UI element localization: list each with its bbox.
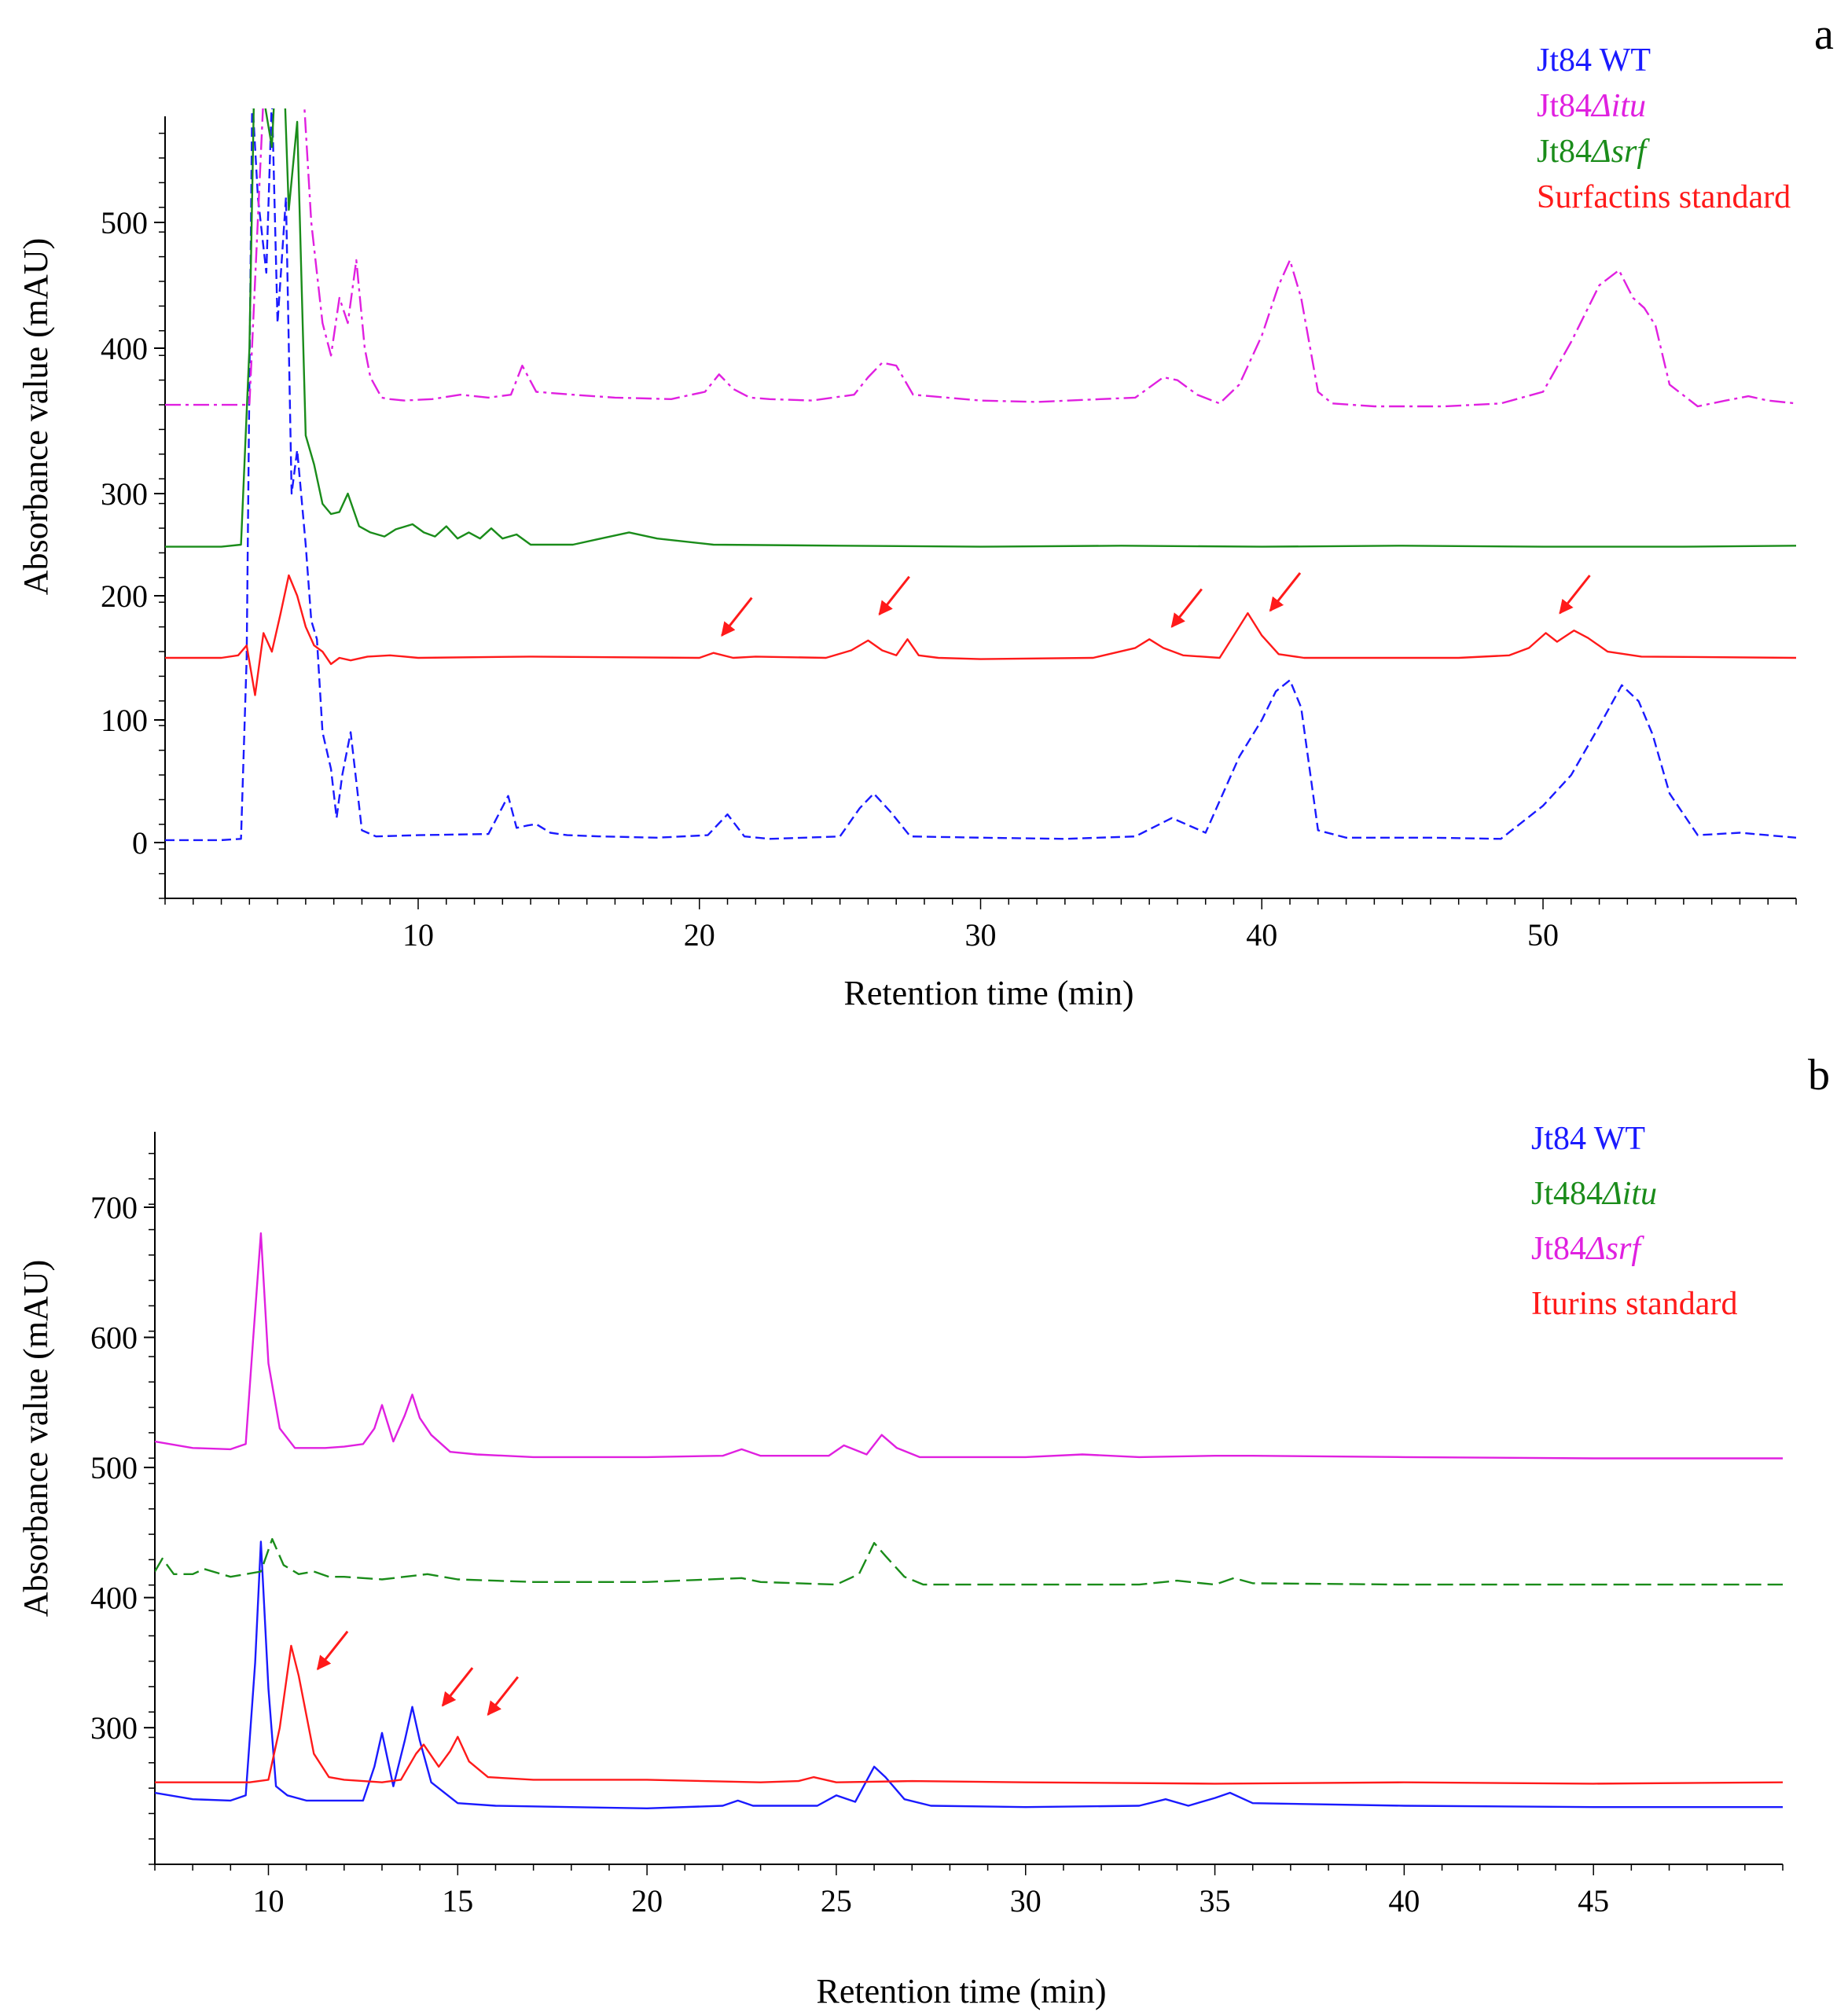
series-line-jt84-srf [165, 108, 1796, 548]
legend-entry: Jt484Δitu [1531, 1176, 1657, 1212]
legend-entry-italic: Δsrf [1590, 134, 1650, 170]
legend-entry: Iturins standard [1531, 1286, 1737, 1322]
y-tick-label: 700 [90, 1190, 138, 1225]
x-tick-label: 40 [1388, 1883, 1420, 1919]
legend-entry: Jt84Δitu [1537, 88, 1646, 124]
panel-a-annotations [721, 572, 1591, 637]
x-tick-label: 30 [1010, 1883, 1042, 1919]
panel-a-x-axis-label: Retention time (min) [843, 974, 1133, 1012]
peak-arrow [487, 1676, 520, 1717]
series-line-jt484-itu [155, 1537, 1783, 1586]
legend-entry: Jt84Δsrf [1537, 134, 1650, 170]
legend-entry-base: Jt84 WT [1537, 42, 1651, 79]
legend-entry-base: Jt84 [1537, 88, 1592, 124]
legend-entry-italic: Δitu [1590, 88, 1646, 124]
legend-entry: Surfactins standard [1537, 179, 1791, 215]
panel-a-series [165, 108, 1796, 842]
panel-b-x-axis-label: Retention time (min) [816, 1972, 1106, 2010]
legend-entry-base: Iturins standard [1531, 1286, 1737, 1322]
y-tick-label: 200 [101, 578, 148, 614]
x-tick-label: 45 [1578, 1883, 1609, 1919]
y-tick-label: 300 [90, 1710, 138, 1746]
legend-entry-base: Jt84 WT [1531, 1121, 1645, 1157]
y-tick-label: 400 [101, 331, 148, 366]
legend-entry: Jt84Δsrf [1531, 1231, 1644, 1267]
panel-b-annotations [316, 1630, 520, 1717]
x-tick-label: 10 [252, 1883, 284, 1919]
x-tick-label: 15 [442, 1883, 473, 1919]
y-tick-label: 300 [101, 476, 148, 512]
panel-b-letter: b [1808, 1051, 1830, 1100]
x-tick-label: 30 [965, 917, 997, 953]
legend-entry-base: Surfactins standard [1537, 179, 1791, 215]
legend-entry-base: Jt84 [1537, 134, 1592, 170]
panel-b-axes: 10 15 20 25 30 35 40 45 300 400 500 600 700 [90, 1132, 1784, 1919]
x-tick-label: 25 [821, 1883, 852, 1919]
panel-a-letter: a [1814, 10, 1834, 59]
peak-arrow [316, 1630, 349, 1671]
panel-b-y-axis-label: Absorbance value (mAU) [17, 1260, 55, 1618]
series-line-jt84-wt [165, 108, 1796, 842]
peak-arrow [878, 575, 910, 616]
y-tick-label: 500 [101, 205, 148, 241]
panel-a-y-axis-label: Absorbance value (mAU) [17, 238, 55, 596]
panel-b-series [155, 1232, 1783, 1809]
series-line-iturins-standard [155, 1644, 1783, 1785]
peak-arrow [441, 1667, 474, 1707]
series-line-jt84-itu [165, 108, 1796, 408]
y-tick-label: 400 [90, 1581, 138, 1616]
y-tick-label: 600 [90, 1320, 138, 1356]
legend-entry-base: Jt484 [1531, 1176, 1603, 1212]
x-tick-label: 10 [402, 917, 434, 953]
legend-entry-italic: Δitu [1601, 1176, 1657, 1212]
legend-entry: Jt84 WT [1531, 1121, 1645, 1157]
legend-entry: Jt84 WT [1537, 42, 1651, 79]
peak-arrow [721, 597, 753, 637]
panel-b-legend: Jt84 WT Jt484Δitu Jt84Δsrf Iturins standard [1531, 1121, 1737, 1322]
legend-entry-base: Jt84 [1531, 1231, 1586, 1267]
x-tick-label: 35 [1200, 1883, 1231, 1919]
series-line-jt84-srf [155, 1232, 1783, 1460]
peak-arrow [1170, 588, 1203, 628]
y-tick-label: 500 [90, 1450, 138, 1485]
x-tick-label: 20 [631, 1883, 663, 1919]
panel-b: b 10 15 20 25 30 35 40 45 300 400 500 600 700 Jt84 W… [17, 1051, 1830, 2010]
series-line-jt84-wt [155, 1540, 1783, 1809]
peak-arrow [1269, 572, 1302, 612]
x-tick-label: 20 [684, 917, 715, 953]
x-tick-label: 50 [1527, 917, 1559, 953]
peak-arrow [1559, 575, 1591, 615]
series-line-surfactins-standard [165, 574, 1796, 696]
y-tick-label: 100 [101, 703, 148, 738]
legend-entry-italic: Δsrf [1585, 1231, 1644, 1267]
x-tick-label: 40 [1246, 917, 1277, 953]
y-tick-label: 0 [132, 825, 148, 861]
